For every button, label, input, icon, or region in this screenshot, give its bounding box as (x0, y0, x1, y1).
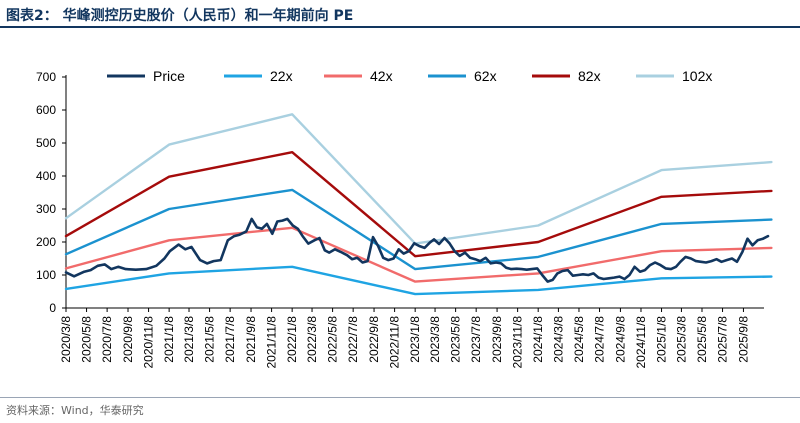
x-tick-label: 2022/9/8 (367, 316, 381, 363)
x-tick-label: 2021/3/8 (182, 316, 196, 363)
y-tick-label: 0 (49, 301, 56, 315)
x-tick-label: 2022/3/8 (305, 316, 319, 363)
y-tick-label: 100 (36, 268, 56, 282)
x-tick-label: 2021/11/8 (265, 316, 279, 369)
y-tick-label: 700 (36, 70, 56, 84)
x-tick-label: 2023/9/8 (490, 316, 504, 363)
x-tick-label: 2021/7/8 (223, 316, 237, 363)
x-tick-label: 2023/7/8 (469, 316, 483, 363)
y-tick-label: 500 (36, 136, 56, 150)
x-tick-label: 2022/5/8 (326, 316, 340, 363)
x-tick-label: 2024/11/8 (634, 316, 648, 369)
figure-source: 资料来源：Wind，华泰研究 (6, 404, 144, 417)
legend-label-62x: 62x (474, 68, 497, 84)
y-tick-label: 600 (36, 103, 56, 117)
series-line-22x (64, 265, 773, 296)
x-tick-label: 2023/5/8 (449, 316, 463, 363)
series-line-62x (64, 188, 773, 271)
x-tick-label: 2024/3/8 (551, 316, 565, 363)
x-tick-label: 2023/1/8 (408, 316, 422, 363)
x-tick-label: 2023/3/8 (428, 316, 442, 363)
legend-label-42x: 42x (370, 68, 393, 84)
x-tick-label: 2024/1/8 (531, 316, 545, 363)
y-tick-label: 400 (36, 169, 56, 183)
series-line-price (64, 217, 770, 283)
x-tick-label: 2020/5/8 (80, 316, 94, 363)
x-tick-label: 2022/1/8 (285, 316, 299, 363)
x-tick-label: 2021/5/8 (203, 316, 217, 363)
legend-label-82x: 82x (578, 68, 601, 84)
x-tick-label: 2025/9/8 (736, 316, 750, 363)
series-line-42x (64, 226, 773, 283)
figure-title: 图表2： 华峰测控历史股价（人民币）和一年期前向 PE (6, 8, 354, 24)
x-tick-label: 2020/7/8 (100, 316, 114, 363)
x-tick-label: 2020/11/8 (142, 316, 156, 369)
x-tick-label: 2024/9/8 (613, 316, 627, 363)
x-tick-label: 2020/9/8 (121, 316, 135, 363)
x-tick-label: 2025/5/8 (695, 316, 709, 363)
x-tick-label: 2021/9/8 (244, 316, 258, 363)
legend-label-102x: 102x (682, 68, 712, 84)
title-divider (0, 26, 800, 28)
x-tick-label: 2025/1/8 (655, 316, 669, 363)
series-line-82x (64, 150, 773, 258)
pe-band-chart: 0 100 200 300 400 500 600 700 2020/3/8 2020/5/8 20… (36, 68, 773, 369)
legend-label-22x: 22x (270, 68, 293, 84)
legend-label-price: Price (153, 68, 185, 84)
source-divider (0, 397, 800, 398)
x-tick-label: 2025/3/8 (674, 316, 688, 363)
y-tick-label: 200 (36, 235, 56, 249)
figure-header: 图表2： 华峰测控历史股价（人民币）和一年期前向 PE (0, 0, 800, 30)
x-tick-label: 2022/11/8 (388, 316, 402, 369)
x-tick-label: 2020/3/8 (59, 316, 73, 363)
x-tick-label: 2025/7/8 (716, 316, 730, 363)
x-tick-label: 2022/7/8 (346, 316, 360, 363)
y-tick-label: 300 (36, 202, 56, 216)
x-tick-label: 2024/7/8 (593, 316, 607, 363)
x-tick-label: 2024/5/8 (572, 316, 586, 363)
x-tick-label: 2021/1/8 (162, 316, 176, 363)
x-tick-label: 2023/11/8 (511, 316, 525, 369)
